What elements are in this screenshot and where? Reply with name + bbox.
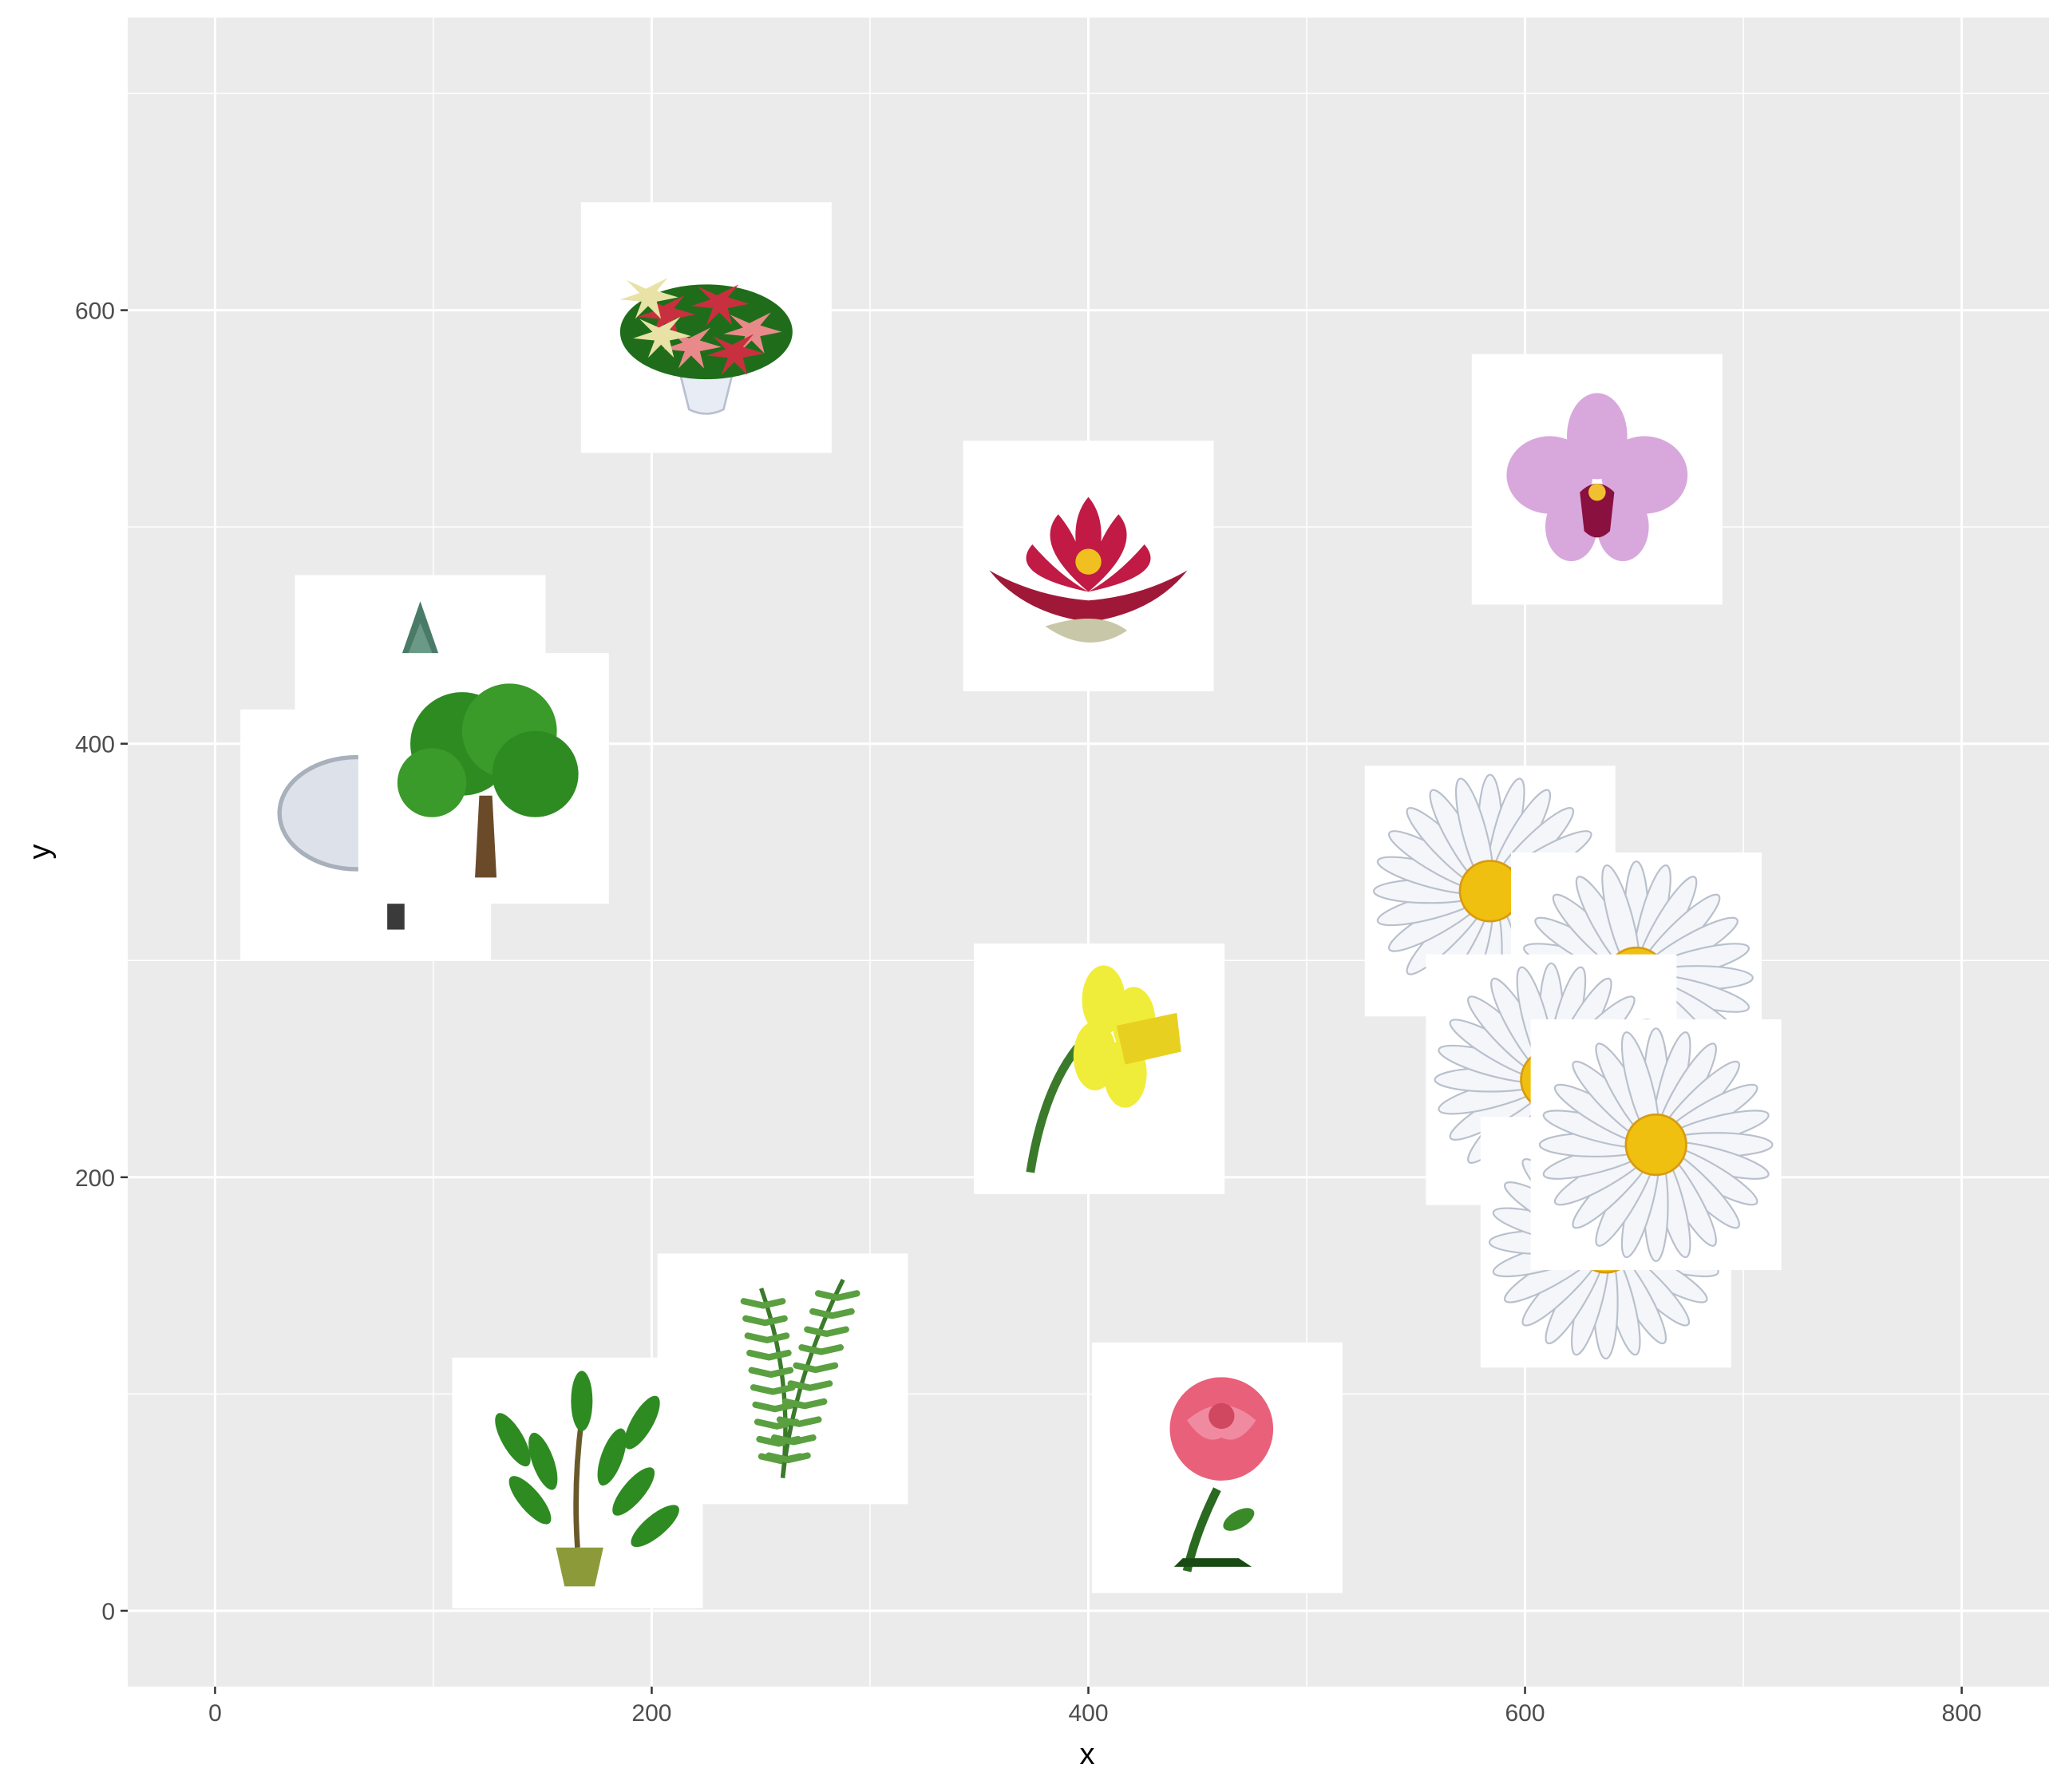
y-tick-label: 0 — [101, 1599, 115, 1625]
y-tick-label: 400 — [75, 732, 115, 758]
x-axis-title: x — [1080, 1738, 1095, 1771]
rose-icon — [1169, 1377, 1274, 1572]
image-markers — [240, 202, 1782, 1608]
money-tree-icon — [495, 1371, 679, 1587]
fern-icon — [740, 1278, 860, 1478]
daisy-image-marker — [1530, 1019, 1782, 1271]
water-lily-image-marker — [963, 441, 1214, 692]
poinsettia-image-marker — [580, 202, 832, 453]
rose-image-marker — [1091, 1342, 1343, 1593]
y-axis-title: y — [23, 845, 57, 860]
y-axis: 0 200 400 600 — [75, 299, 128, 1625]
y-tick-label: 200 — [75, 1165, 115, 1192]
oak-tree-icon — [397, 683, 579, 878]
x-tick-label: 400 — [1068, 1700, 1108, 1727]
money-tree-image-marker — [452, 1357, 703, 1608]
x-tick-label: 200 — [631, 1700, 671, 1727]
x-tick-label: 600 — [1505, 1700, 1545, 1727]
x-tick-label: 800 — [1942, 1700, 1982, 1727]
oak-tree-image-marker — [358, 653, 609, 904]
x-axis: 0 200 400 600 800 — [208, 1687, 1982, 1727]
x-tick-label: 0 — [208, 1700, 222, 1727]
daisy-icon — [1538, 1027, 1774, 1262]
orchid-icon — [1506, 393, 1688, 562]
y-tick-label: 600 — [75, 299, 115, 325]
daffodil-image-marker — [974, 943, 1225, 1195]
daffodil-icon — [1026, 965, 1181, 1173]
water-lily-icon — [989, 496, 1188, 643]
orchid-image-marker — [1471, 354, 1723, 605]
